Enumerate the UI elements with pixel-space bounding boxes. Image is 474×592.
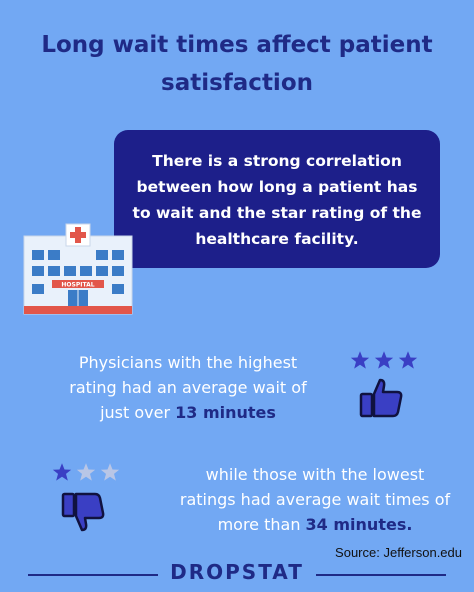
- divider-right: [316, 574, 446, 576]
- stat-low-line-1: while those with the lowest: [205, 465, 425, 484]
- star-empty-icon: [76, 463, 96, 481]
- thumbs-up-icon: [359, 378, 403, 418]
- callout-line-1: There is a strong correlation: [152, 152, 402, 170]
- stat-high-line-3: just over 13 minutes: [38, 400, 338, 425]
- stat-high-line-1: Physicians with the highest: [78, 353, 298, 372]
- stat-low-prefix: more than: [217, 515, 306, 534]
- brand-logo: DROPSTAT: [170, 560, 304, 584]
- correlation-callout: There is a strong correlation between ho…: [114, 130, 440, 268]
- three-star-rating: [350, 350, 418, 370]
- divider-left: [28, 574, 158, 576]
- source-credit: Source: Jefferson.edu: [335, 545, 462, 560]
- highest-rating-stat: Physicians with the highest rating had a…: [38, 350, 338, 425]
- callout-line-3: to wait and the star rating of the: [132, 204, 422, 222]
- title-line-2: satisfaction: [161, 70, 313, 96]
- hospital-icon: HOSPITAL: [23, 223, 133, 315]
- callout-line-4: healthcare facility.: [195, 230, 359, 248]
- hospital-sign: HOSPITAL: [61, 282, 94, 289]
- page-title: Long wait times affect patient satisfact…: [0, 26, 474, 102]
- star-empty-icon: [100, 463, 120, 481]
- stat-high-value: 13 minutes: [175, 403, 276, 422]
- stat-low-value: 34 minutes.: [305, 515, 413, 534]
- star-icon: [52, 463, 72, 481]
- star-icon: [374, 351, 394, 369]
- lowest-rating-stat: while those with the lowest ratings had …: [170, 462, 460, 537]
- star-icon: [398, 351, 418, 369]
- title-line-1: Long wait times affect patient: [41, 32, 433, 58]
- thumbs-down-icon: [61, 492, 105, 532]
- star-icon: [350, 351, 370, 369]
- stat-high-prefix: just over: [100, 403, 176, 422]
- one-star-rating: [52, 462, 120, 482]
- stat-low-line-3: more than 34 minutes.: [170, 512, 460, 537]
- callout-line-2: between how long a patient has: [136, 178, 418, 196]
- stat-high-line-2: rating had an average wait of: [69, 378, 307, 397]
- stat-low-line-2: ratings had average wait times of: [179, 490, 451, 509]
